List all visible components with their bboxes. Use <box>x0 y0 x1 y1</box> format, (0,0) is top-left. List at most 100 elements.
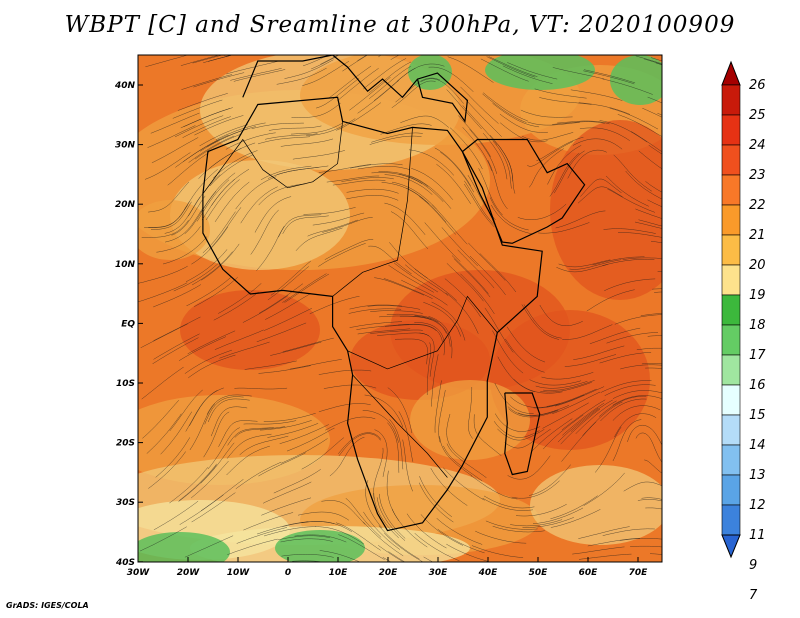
streamline <box>367 305 421 310</box>
streamline <box>399 315 447 334</box>
streamline <box>230 68 282 81</box>
streamline <box>561 421 597 462</box>
map-title: WBPT [C] and Sreamline at 300hPa, VT: 20… <box>64 12 736 38</box>
streamline <box>309 296 360 315</box>
streamline <box>199 124 248 147</box>
streamline <box>550 495 598 520</box>
streamline <box>258 183 306 206</box>
streamline <box>175 138 220 168</box>
streamline <box>580 178 622 197</box>
streamline <box>260 165 312 181</box>
streamline <box>469 255 506 296</box>
streamline <box>282 337 334 353</box>
streamline <box>276 67 327 85</box>
streamline <box>523 304 562 339</box>
colorbar-label: 18 <box>749 318 766 333</box>
streamline <box>186 277 231 307</box>
streamline <box>234 426 286 438</box>
streamline <box>627 424 662 445</box>
streamline <box>657 271 662 272</box>
streamline <box>280 138 334 147</box>
streamline <box>391 80 436 108</box>
streamline <box>383 278 433 299</box>
streamline <box>386 313 439 323</box>
streamline <box>280 538 333 543</box>
streamline <box>281 438 328 464</box>
streamline <box>446 89 482 130</box>
streamline <box>226 61 278 75</box>
streamline <box>613 154 652 192</box>
latitude-axis: 40N 30N 20N 10N EQ 10S 20S 30S 40S <box>114 81 143 568</box>
streamline <box>140 323 188 348</box>
streamline <box>443 445 483 481</box>
streamline <box>227 427 274 446</box>
streamline <box>645 367 662 369</box>
streamline <box>614 314 662 325</box>
streamline <box>552 67 605 80</box>
streamline <box>572 138 623 150</box>
streamline <box>318 369 372 375</box>
streamline <box>457 249 495 289</box>
streamline <box>630 545 662 548</box>
streamline <box>243 420 297 425</box>
streamline <box>438 390 446 443</box>
streamline <box>357 328 411 335</box>
streamline <box>623 481 662 492</box>
streamline <box>443 467 485 501</box>
streamline <box>203 55 234 63</box>
colorbar-label: 23 <box>749 168 766 183</box>
streamline <box>282 521 335 527</box>
streamline <box>365 480 383 529</box>
streamline <box>612 419 642 462</box>
streamline <box>267 423 319 438</box>
lat-tick-label: 10N <box>115 260 136 270</box>
streamline <box>190 460 229 499</box>
border-line <box>352 374 448 478</box>
cool-region <box>138 532 230 562</box>
colorbar-cell <box>721 444 741 476</box>
streamline <box>200 442 235 484</box>
streamline <box>529 379 582 386</box>
streamline <box>336 102 382 131</box>
streamline <box>391 181 437 210</box>
streamline <box>552 121 605 125</box>
lat-tick-label: 30S <box>116 498 135 508</box>
streamline <box>295 227 343 251</box>
streamline <box>451 255 489 294</box>
colorbar-label: 21 <box>749 228 766 243</box>
streamline <box>261 497 312 516</box>
streamline <box>432 204 468 245</box>
field-region <box>490 310 650 450</box>
streamline <box>464 98 502 137</box>
streamline <box>265 133 318 140</box>
streamline <box>446 263 484 302</box>
streamline <box>607 188 655 213</box>
streamline <box>396 63 445 82</box>
streamline <box>187 330 236 355</box>
streamline <box>341 177 394 182</box>
streamline <box>657 112 662 116</box>
streamline <box>431 301 466 341</box>
streamline <box>488 56 538 77</box>
streamline <box>468 242 506 281</box>
streamline <box>378 545 404 562</box>
streamline <box>243 512 294 531</box>
streamline <box>319 550 361 562</box>
streamline <box>583 472 625 506</box>
streamline <box>394 338 428 365</box>
streamline <box>369 135 422 145</box>
streamline <box>182 116 231 138</box>
streamline <box>505 338 545 373</box>
streamline <box>497 144 516 194</box>
streamline <box>148 181 190 213</box>
streamline <box>589 327 641 344</box>
streamline <box>458 115 491 158</box>
streamline <box>284 59 334 79</box>
streamline <box>405 264 449 296</box>
border-line <box>347 295 498 370</box>
streamline <box>201 243 240 281</box>
streamline <box>263 526 316 537</box>
lat-tick-label: 10S <box>116 379 135 389</box>
streamline <box>282 273 327 303</box>
streamline <box>655 62 662 66</box>
